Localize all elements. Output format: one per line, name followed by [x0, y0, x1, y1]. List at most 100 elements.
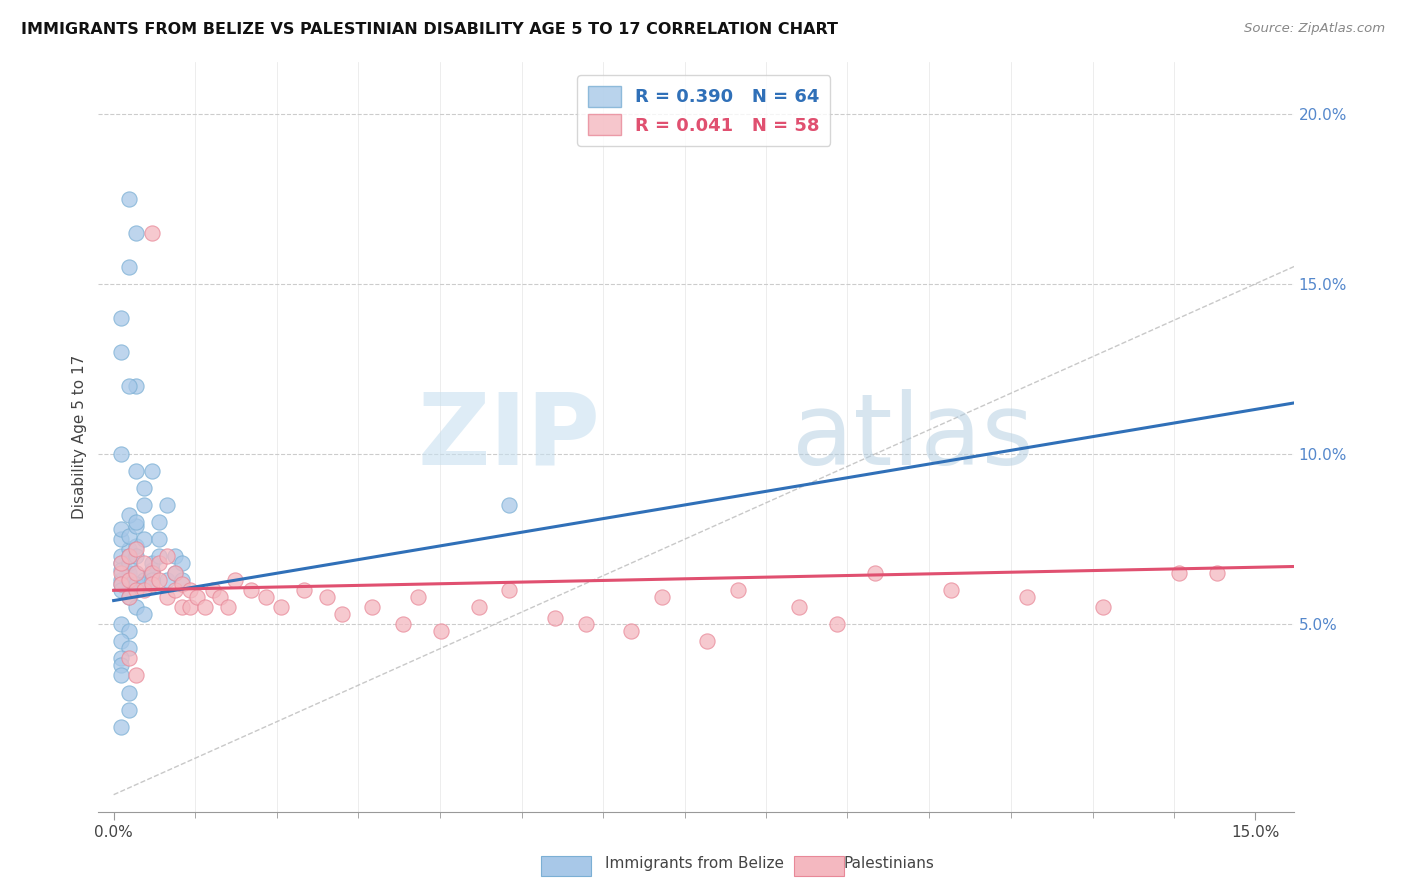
- Point: [125, 515, 148, 529]
- Point: [141, 566, 163, 581]
- Point: [330, 607, 353, 622]
- Point: [125, 226, 148, 240]
- Point: [863, 566, 886, 581]
- Point: [1168, 566, 1191, 581]
- Point: [544, 610, 567, 624]
- Point: [125, 576, 148, 591]
- Point: [132, 533, 155, 547]
- Point: [141, 576, 163, 591]
- Point: [125, 549, 148, 564]
- Point: [118, 573, 141, 587]
- Point: [292, 583, 315, 598]
- Point: [118, 379, 141, 393]
- Point: [361, 600, 384, 615]
- Text: IMMIGRANTS FROM BELIZE VS PALESTINIAN DISABILITY AGE 5 TO 17 CORRELATION CHART: IMMIGRANTS FROM BELIZE VS PALESTINIAN DI…: [21, 22, 838, 37]
- Point: [468, 600, 491, 615]
- Point: [110, 658, 132, 673]
- Point: [787, 600, 810, 615]
- Point: [156, 498, 179, 512]
- Point: [110, 522, 132, 536]
- Point: [148, 515, 170, 529]
- Y-axis label: Disability Age 5 to 17: Disability Age 5 to 17: [72, 355, 87, 519]
- Point: [132, 573, 155, 587]
- Point: [141, 566, 163, 581]
- Point: [118, 542, 141, 557]
- Point: [118, 624, 141, 639]
- Point: [651, 590, 673, 604]
- Point: [132, 576, 155, 591]
- Point: [141, 573, 163, 587]
- Point: [163, 549, 186, 564]
- Point: [110, 533, 132, 547]
- Point: [125, 539, 148, 553]
- Point: [110, 556, 132, 570]
- Point: [118, 702, 141, 716]
- Point: [118, 566, 141, 581]
- Legend: R = 0.390   N = 64, R = 0.041   N = 58: R = 0.390 N = 64, R = 0.041 N = 58: [578, 75, 831, 145]
- Point: [132, 583, 155, 598]
- Point: [125, 464, 148, 478]
- Point: [141, 556, 163, 570]
- Point: [172, 600, 194, 615]
- Point: [110, 668, 132, 682]
- Point: [110, 617, 132, 632]
- Point: [270, 600, 292, 615]
- Point: [118, 641, 141, 656]
- Point: [125, 379, 148, 393]
- Point: [125, 668, 148, 682]
- Point: [110, 576, 132, 591]
- Point: [179, 600, 201, 615]
- Text: Source: ZipAtlas.com: Source: ZipAtlas.com: [1244, 22, 1385, 36]
- Point: [727, 583, 749, 598]
- Point: [148, 556, 170, 570]
- Point: [125, 600, 148, 615]
- Point: [239, 583, 262, 598]
- Point: [498, 583, 520, 598]
- Point: [172, 576, 194, 591]
- Point: [939, 583, 962, 598]
- Point: [118, 508, 141, 523]
- Text: Immigrants from Belize: Immigrants from Belize: [605, 856, 783, 871]
- Point: [498, 498, 520, 512]
- Point: [163, 566, 186, 581]
- Point: [118, 260, 141, 274]
- Point: [110, 563, 132, 577]
- Point: [574, 617, 596, 632]
- Point: [132, 481, 155, 495]
- Point: [118, 576, 141, 591]
- Point: [132, 556, 155, 570]
- Point: [406, 590, 429, 604]
- Point: [148, 549, 170, 564]
- Point: [156, 573, 179, 587]
- Point: [110, 566, 132, 581]
- Point: [156, 590, 179, 604]
- Point: [1206, 566, 1229, 581]
- Point: [392, 617, 415, 632]
- Point: [186, 590, 208, 604]
- Point: [110, 576, 132, 591]
- Point: [1092, 600, 1115, 615]
- Point: [110, 634, 132, 648]
- Point: [118, 590, 141, 604]
- Point: [179, 583, 201, 598]
- Point: [110, 310, 132, 325]
- Point: [110, 345, 132, 359]
- Point: [110, 720, 132, 734]
- Point: [430, 624, 453, 639]
- Point: [148, 533, 170, 547]
- Point: [118, 590, 141, 604]
- Point: [110, 573, 132, 587]
- Point: [118, 685, 141, 699]
- Point: [148, 573, 170, 587]
- Point: [696, 634, 718, 648]
- Point: [118, 549, 141, 564]
- Point: [141, 464, 163, 478]
- Point: [110, 556, 132, 570]
- Point: [125, 518, 148, 533]
- Point: [125, 566, 148, 581]
- Point: [217, 600, 239, 615]
- Point: [125, 566, 148, 581]
- Point: [118, 556, 141, 570]
- Point: [163, 566, 186, 581]
- Point: [1017, 590, 1039, 604]
